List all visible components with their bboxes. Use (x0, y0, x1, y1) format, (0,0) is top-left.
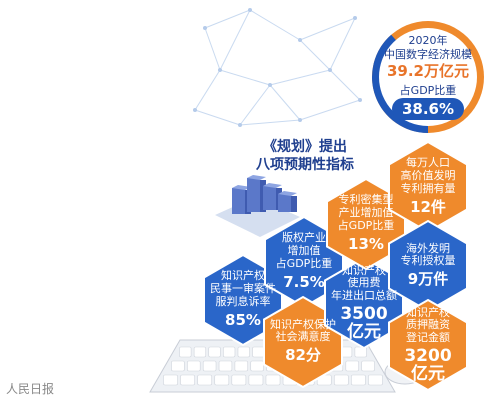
indicator-text: 知识产权 民事一审案件 服判息诉率 85% (201, 269, 285, 330)
indicator-label: 专利密集型 (338, 193, 394, 206)
indicator-text: 每万人口 高价值发明 专利拥有量 12件 (386, 156, 470, 217)
indicator-label: 专利授权量 (400, 254, 456, 268)
server-illustration (215, 175, 300, 237)
indicator-label: 产业增加值 (338, 205, 394, 219)
indicator-value: 9万件 (407, 270, 449, 289)
indicator-text: 知识产权保护 社会满意度 82分 (261, 317, 345, 366)
gdp-share-value: 38.6% (392, 98, 464, 120)
indicator-label: 质押融资 (406, 318, 450, 332)
gdp-year: 2020年 (408, 34, 448, 47)
indicator-value: 85% (225, 310, 261, 329)
indicator-value: 3500 亿元 (340, 304, 388, 343)
indicator-label: 使用费 (347, 276, 381, 290)
indicator-label: 海外发明 (406, 241, 450, 255)
indicator-value: 12件 (410, 197, 446, 216)
gdp-share-label: 占GDP比重 (399, 84, 457, 97)
indicator-label: 知识产权 (342, 263, 386, 277)
indicator-label: 社会满意度 (275, 330, 331, 344)
indicator-label: 知识产权保护 (270, 317, 336, 331)
indicator-label: 登记金额 (406, 331, 450, 345)
indicator-hexagons (203, 140, 468, 392)
title-line-2: 八项预期性指标 (256, 157, 354, 173)
indicator-label: 知识产权 (406, 305, 450, 319)
indicator-value: 13% (348, 234, 384, 253)
indicator-text: 知识产权 质押融资 登记金额 3200 亿元 (386, 305, 470, 385)
indicator-text: 版权产业 增加值 占GDP比重 7.5% (262, 231, 346, 292)
indicator-label: 增加值 (287, 243, 321, 257)
gdp-amount: 39.2万亿元 (386, 62, 469, 80)
indicator-value: 3200 亿元 (404, 346, 452, 385)
indicator-label: 民事一审案件 (210, 281, 276, 295)
gdp-caption: 中国数字经济规模 (384, 48, 472, 61)
title-line-1: 《规划》提出 (263, 139, 347, 155)
indicator-label: 占GDP比重 (275, 256, 333, 270)
indicator-label: 高价值发明 (400, 168, 456, 182)
infographic-title: 《规划》提出 八项预期性指标 (245, 138, 365, 174)
watermark-text: 人民日报 (6, 382, 55, 396)
indicator-label: 版权产业 (282, 231, 326, 244)
indicator-value: 82分 (285, 346, 321, 365)
indicator-value: 7.5% (283, 272, 325, 291)
indicator-label: 专利拥有量 (400, 181, 456, 195)
indicator-text: 专利密集型 产业增加值 占GDP比重 13% (324, 193, 408, 254)
indicator-label: 占GDP比重 (337, 218, 395, 232)
gdp-circle-text: 2020年 中国数字经济规模 39.2万亿元 占GDP比重 (372, 34, 484, 98)
indicator-label: 年进出口总额 (331, 289, 397, 303)
indicator-label: 每万人口 (406, 156, 450, 169)
indicator-hexagon (388, 298, 468, 392)
indicator-text: 海外发明 专利授权量 9万件 (386, 241, 470, 290)
background-network-lines (193, 8, 362, 127)
indicator-label: 知识产权 (221, 269, 265, 282)
indicator-label: 服判息诉率 (215, 294, 271, 308)
indicator-text: 知识产权 使用费 年进出口总额 3500 亿元 (322, 263, 406, 343)
